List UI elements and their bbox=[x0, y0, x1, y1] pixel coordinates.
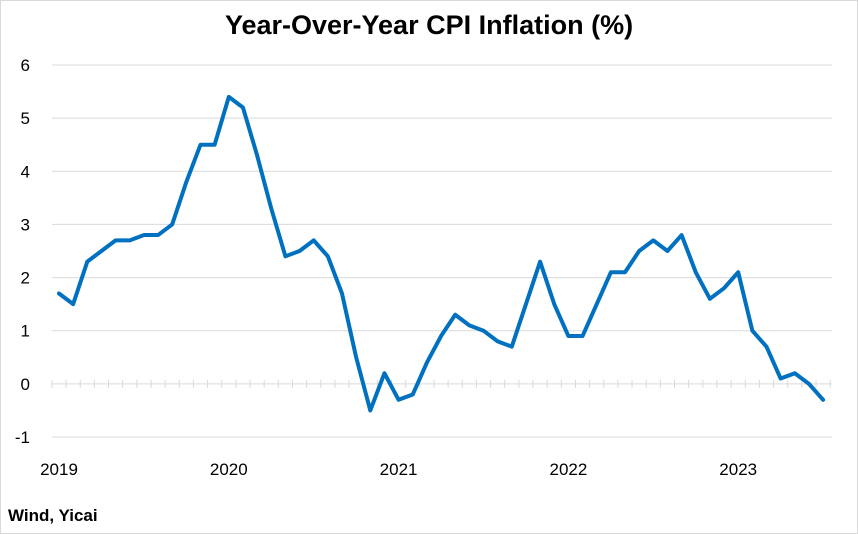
x-tick-label: 2019 bbox=[40, 460, 78, 479]
data-point bbox=[793, 371, 797, 375]
y-axis-ticks: -1 0 1 2 3 4 5 6 bbox=[15, 56, 30, 447]
data-point bbox=[496, 339, 500, 343]
y-tick-label: 3 bbox=[21, 215, 30, 234]
data-point bbox=[312, 238, 316, 242]
data-point bbox=[722, 286, 726, 290]
data-point bbox=[354, 355, 358, 359]
data-point bbox=[482, 329, 486, 333]
data-point bbox=[99, 249, 103, 253]
data-point bbox=[269, 206, 273, 210]
data-point bbox=[199, 143, 203, 147]
data-point bbox=[467, 323, 471, 327]
x-tick-label: 2022 bbox=[549, 460, 587, 479]
series-layer bbox=[57, 94, 826, 413]
data-point bbox=[85, 260, 89, 264]
y-tick-label: 6 bbox=[21, 56, 30, 75]
data-point bbox=[623, 270, 627, 274]
data-point bbox=[821, 398, 825, 402]
data-point bbox=[736, 270, 740, 274]
y-tick-label: 1 bbox=[21, 322, 30, 341]
data-point bbox=[807, 382, 811, 386]
data-point bbox=[368, 408, 372, 412]
data-point bbox=[382, 371, 386, 375]
data-point bbox=[397, 398, 401, 402]
x-axis bbox=[51, 379, 832, 388]
source-note: Wind, Yicai bbox=[8, 506, 98, 525]
data-point bbox=[227, 95, 231, 99]
y-tick-label: 4 bbox=[21, 162, 30, 181]
data-point bbox=[524, 302, 528, 306]
gridlines bbox=[52, 64, 832, 438]
data-point bbox=[750, 329, 754, 333]
data-point bbox=[340, 292, 344, 296]
y-tick-label: -1 bbox=[15, 428, 30, 447]
data-point bbox=[595, 302, 599, 306]
data-point bbox=[552, 302, 556, 306]
y-tick-label: 5 bbox=[21, 109, 30, 128]
x-axis-ticks: 2019 2020 2021 2022 2023 bbox=[40, 460, 757, 479]
data-point bbox=[665, 249, 669, 253]
data-point bbox=[114, 238, 118, 242]
data-point bbox=[637, 249, 641, 253]
data-point bbox=[170, 222, 174, 226]
data-point bbox=[57, 292, 61, 296]
data-point bbox=[694, 270, 698, 274]
y-tick-label: 0 bbox=[21, 375, 30, 394]
data-point bbox=[326, 254, 330, 258]
data-point bbox=[213, 143, 217, 147]
chart-title: Year-Over-Year CPI Inflation (%) bbox=[224, 10, 634, 40]
data-point bbox=[184, 180, 188, 184]
x-tick-label: 2021 bbox=[380, 460, 418, 479]
data-point bbox=[411, 392, 415, 396]
data-point bbox=[609, 270, 613, 274]
data-point bbox=[142, 233, 146, 237]
data-point bbox=[779, 377, 783, 381]
data-point bbox=[156, 233, 160, 237]
data-point bbox=[298, 249, 302, 253]
data-point bbox=[71, 302, 75, 306]
data-point bbox=[680, 233, 684, 237]
data-point bbox=[581, 334, 585, 338]
data-point bbox=[651, 238, 655, 242]
data-point bbox=[510, 345, 514, 349]
cpi-series-line bbox=[57, 94, 826, 413]
data-point bbox=[439, 334, 443, 338]
data-point bbox=[765, 345, 769, 349]
x-tick-label: 2020 bbox=[210, 460, 248, 479]
data-point bbox=[128, 238, 132, 242]
data-point bbox=[255, 153, 259, 157]
y-tick-label: 2 bbox=[21, 269, 30, 288]
data-point bbox=[453, 313, 457, 317]
data-point bbox=[566, 334, 570, 338]
x-tick-label: 2023 bbox=[719, 460, 757, 479]
data-point bbox=[708, 297, 712, 301]
data-point bbox=[241, 106, 245, 110]
data-point bbox=[283, 254, 287, 258]
data-point bbox=[538, 260, 542, 264]
data-point bbox=[425, 361, 429, 365]
